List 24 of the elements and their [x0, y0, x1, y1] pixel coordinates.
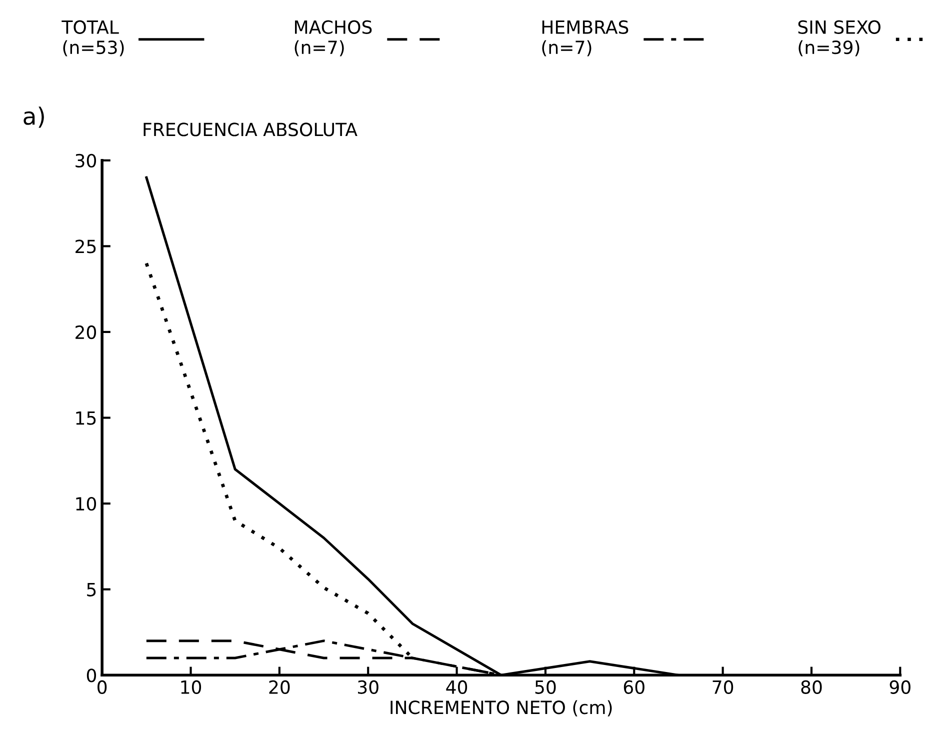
x-tick-label: 50: [535, 680, 556, 694]
x-tick-label: 10: [181, 680, 202, 694]
y-tick-label: 10: [76, 497, 96, 511]
legend-label: SIN SEXO (n=39): [798, 20, 880, 56]
x-tick-label: 40: [446, 680, 468, 694]
y-tick-label: 20: [76, 325, 96, 340]
x-tick-label: 0: [98, 680, 107, 694]
y-tick-label: 0: [86, 668, 96, 682]
legend-label: MACHOS (n=7): [294, 20, 372, 56]
y-axis-title: FRECUENCIA ABSOLUTA: [144, 122, 358, 136]
legend-label: HEMBRAS (n=7): [542, 20, 628, 56]
x-tick-label: 70: [712, 680, 734, 694]
x-tick-label: 90: [890, 680, 910, 694]
x-tick-label: 30: [358, 680, 378, 694]
text: a): [24, 106, 44, 128]
y-tick-label: 30: [76, 154, 96, 168]
x-tick-label: 80: [801, 680, 822, 694]
y-tick-label: 25: [76, 240, 96, 254]
y-tick-label: 5: [87, 583, 96, 596]
y-tick-label: 15: [76, 411, 96, 425]
x-axis-title: INCREMENTO NETO (cm): [390, 700, 612, 716]
x-tick-label: 20: [269, 680, 290, 694]
legend-label: TOTAL (n=53): [62, 20, 124, 56]
x-tick-label: 60: [624, 680, 644, 694]
